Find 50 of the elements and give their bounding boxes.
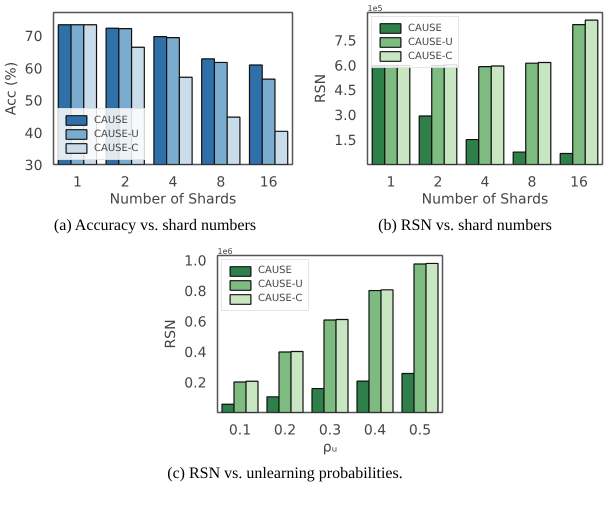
x-axis-title: Number of Shards bbox=[422, 192, 548, 208]
text: (a) Accuracy vs. shard numbers bbox=[54, 216, 256, 236]
y-tick-label: 70 bbox=[24, 29, 43, 46]
x-tick-label: 0.2 bbox=[274, 422, 296, 438]
y-tick-label: 0.4 bbox=[184, 344, 207, 361]
x-tick-label: 4 bbox=[480, 174, 490, 190]
legend-label: CAUSE bbox=[258, 264, 292, 277]
legend-label: CAUSE bbox=[408, 22, 442, 34]
y-tick-label: 0.8 bbox=[184, 284, 206, 300]
text: (c) RSN vs. unlearning probabilities. bbox=[167, 464, 403, 484]
x-tick-label: 2 bbox=[434, 174, 442, 190]
y-axis-title: Acc (%) bbox=[4, 62, 20, 116]
y-tick-label: 30 bbox=[24, 158, 43, 174]
y-tick-label: 50 bbox=[24, 94, 43, 110]
x-tick-label: 0.3 bbox=[318, 422, 342, 438]
x-tick-label: 2 bbox=[120, 174, 130, 190]
x-tick-label: 0.5 bbox=[408, 422, 432, 438]
x-tick-label: 0.4 bbox=[364, 422, 386, 438]
y-tick-label: 1.0 bbox=[184, 253, 206, 270]
x-tick-label: 0.1 bbox=[228, 422, 252, 438]
x-tick-label: 1 bbox=[72, 174, 82, 190]
x-axis-title: Number of Shards bbox=[110, 192, 236, 208]
x-axis-title: ρᵤ bbox=[322, 439, 338, 456]
legend-label: CAUSE bbox=[94, 114, 128, 126]
y-tick-label: 60 bbox=[24, 61, 43, 78]
x-tick-label: 8 bbox=[216, 174, 226, 190]
annotation: 1e6 bbox=[218, 246, 233, 256]
y-tick-label: 6.0 bbox=[334, 58, 356, 74]
legend-label: CAUSE-C bbox=[408, 50, 452, 62]
x-tick-label: 4 bbox=[168, 174, 178, 190]
y-axis-title: RSN bbox=[313, 74, 330, 104]
legend-label: CAUSE-C bbox=[258, 292, 302, 305]
x-tick-label: 1 bbox=[386, 174, 396, 190]
x-tick-label: 16 bbox=[570, 174, 588, 190]
legend-label: CAUSE-U bbox=[408, 36, 453, 48]
y-tick-label: 0.6 bbox=[184, 314, 207, 330]
legend-label: CAUSE-U bbox=[258, 278, 303, 291]
y-axis-title: RSN bbox=[163, 319, 180, 348]
x-tick-label: 16 bbox=[260, 174, 278, 190]
x-tick-label: 8 bbox=[528, 174, 536, 190]
text: (b) RSN vs. shard numbers bbox=[378, 216, 552, 236]
y-tick-label: 3.0 bbox=[334, 108, 356, 124]
annotation: 1e5 bbox=[368, 4, 383, 13]
y-tick-label: 1.5 bbox=[334, 133, 356, 150]
y-tick-label: 40 bbox=[24, 126, 43, 142]
y-tick-label: 7.5 bbox=[334, 33, 356, 50]
y-tick-label: 0.2 bbox=[184, 375, 206, 392]
legend-label: CAUSE-U bbox=[94, 128, 139, 140]
y-tick-label: 4.5 bbox=[334, 83, 356, 100]
legend-label: CAUSE-C bbox=[94, 142, 138, 154]
